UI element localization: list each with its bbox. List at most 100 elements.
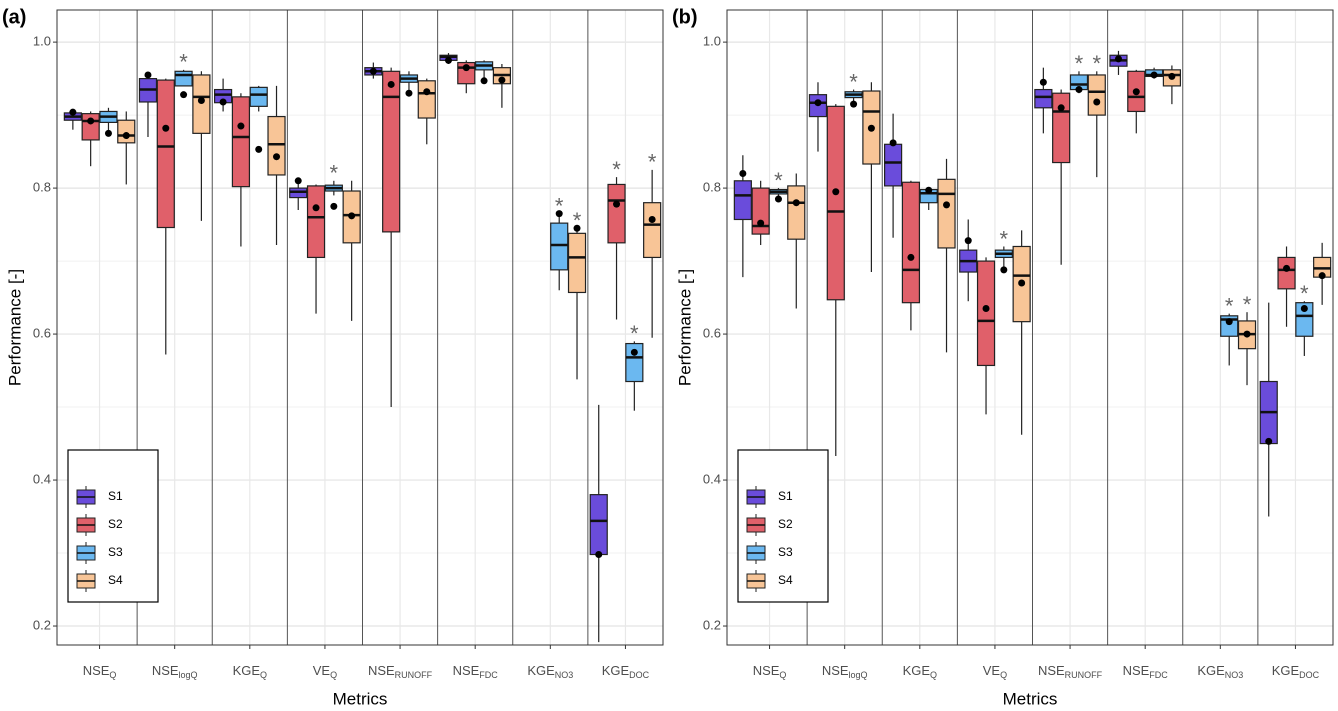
box: [884, 143, 903, 187]
significance-marker: *: [573, 208, 582, 233]
category-sub: Q: [109, 670, 116, 680]
significance-marker: *: [849, 69, 858, 94]
panel-label: (b): [672, 6, 698, 28]
mean-dot: [595, 550, 603, 558]
box: [231, 96, 251, 188]
significance-marker: *: [612, 157, 621, 182]
mean-dot: [573, 224, 581, 232]
y-tick-label: 1.0: [703, 34, 721, 49]
category-name: NSE: [1038, 663, 1065, 678]
legend-label: S4: [108, 573, 123, 587]
mean-dot: [925, 186, 933, 194]
category-sub: NO3: [555, 670, 574, 680]
category-name: NSE: [368, 663, 395, 678]
x-tick-label: KGEQ: [233, 663, 267, 680]
mean-dot: [1000, 266, 1008, 274]
y-tick-label: 0.8: [33, 180, 51, 195]
mean-dot: [312, 204, 320, 212]
category-name: NSE: [453, 663, 480, 678]
mean-dot: [480, 77, 488, 85]
mean-dot: [850, 100, 858, 108]
category-sub: Q: [260, 670, 267, 680]
box: [826, 105, 845, 301]
box: [567, 232, 587, 294]
x-tick-label: KGEQ: [903, 663, 937, 680]
box: [1087, 74, 1106, 116]
box: [976, 260, 996, 367]
mean-dot: [964, 237, 972, 245]
mean-dot: [1150, 71, 1158, 79]
plot-frame: [56, 9, 664, 646]
y-tick-label: 0.4: [33, 471, 51, 486]
mean-dot: [1243, 330, 1251, 338]
mean-dot: [1132, 88, 1140, 96]
y-tick-label: 0.2: [703, 617, 721, 632]
x-tick-label: NSEFDC: [1123, 663, 1169, 680]
box: [1295, 302, 1314, 337]
box: [901, 181, 921, 304]
box: [156, 79, 175, 229]
mean-dot: [832, 188, 840, 196]
box: [733, 180, 752, 221]
legend-label: S3: [778, 545, 793, 559]
box: [267, 115, 286, 176]
significance-marker: *: [1000, 226, 1009, 251]
plot-frame: [726, 9, 1334, 646]
mean-dot: [255, 145, 263, 153]
mean-dot: [122, 132, 130, 140]
box: [1052, 92, 1071, 164]
legend-label: S4: [778, 573, 793, 587]
y-tick-label: 0.4: [703, 471, 721, 486]
mean-dot: [180, 91, 188, 99]
mean-dot: [462, 64, 470, 72]
box: [192, 74, 211, 134]
mean-dot: [405, 89, 413, 97]
x-tick-label: NSERUNOFF: [1038, 663, 1103, 680]
x-tick-label: NSElogQ: [152, 663, 198, 680]
box: [1277, 256, 1296, 290]
category-name: NSE: [753, 663, 780, 678]
x-tick-label: VEQ: [983, 663, 1007, 680]
category-sub: logQ: [849, 670, 868, 680]
y-axis-title: Performance [-]: [5, 269, 24, 386]
x-tick-label: NSEFDC: [453, 663, 499, 680]
legend-label: S1: [778, 489, 793, 503]
y-tick-label: 0.6: [703, 326, 721, 341]
x-tick-label: KGEDOC: [602, 663, 650, 680]
mean-dot: [1093, 98, 1101, 106]
x-tick-label: KGEDOC: [1272, 663, 1320, 680]
mean-dot: [144, 71, 152, 79]
mean-dot: [1318, 272, 1326, 280]
box: [625, 342, 644, 383]
category-name: KGE: [903, 663, 931, 678]
y-tick-label: 0.6: [33, 326, 51, 341]
significance-marker: *: [1092, 51, 1101, 76]
significance-marker: *: [1243, 292, 1252, 317]
mean-dot: [982, 305, 990, 313]
category-name: VE: [313, 663, 331, 678]
category-name: NSE: [152, 663, 179, 678]
mean-dot: [792, 199, 800, 207]
x-tick-label: KGENO3: [527, 663, 573, 680]
mean-dot: [1300, 305, 1308, 313]
significance-marker: *: [1225, 293, 1234, 318]
box: [382, 70, 401, 233]
mean-dot: [162, 124, 170, 132]
legend-label: S1: [108, 489, 123, 503]
mean-dot: [1283, 264, 1291, 272]
box: [751, 187, 770, 235]
category-sub: FDC: [1149, 670, 1168, 680]
category-sub: NO3: [1225, 670, 1244, 680]
box: [1220, 315, 1239, 337]
mean-dot: [1168, 72, 1176, 80]
mean-dot: [444, 56, 452, 64]
box: [589, 494, 608, 556]
mean-dot: [219, 98, 227, 106]
mean-dot: [739, 169, 747, 177]
mean-dot: [387, 80, 395, 88]
mean-dot: [1225, 318, 1233, 326]
mean-dot: [369, 67, 377, 75]
mean-dot: [69, 108, 77, 116]
x-tick-label: NSElogQ: [822, 663, 868, 680]
